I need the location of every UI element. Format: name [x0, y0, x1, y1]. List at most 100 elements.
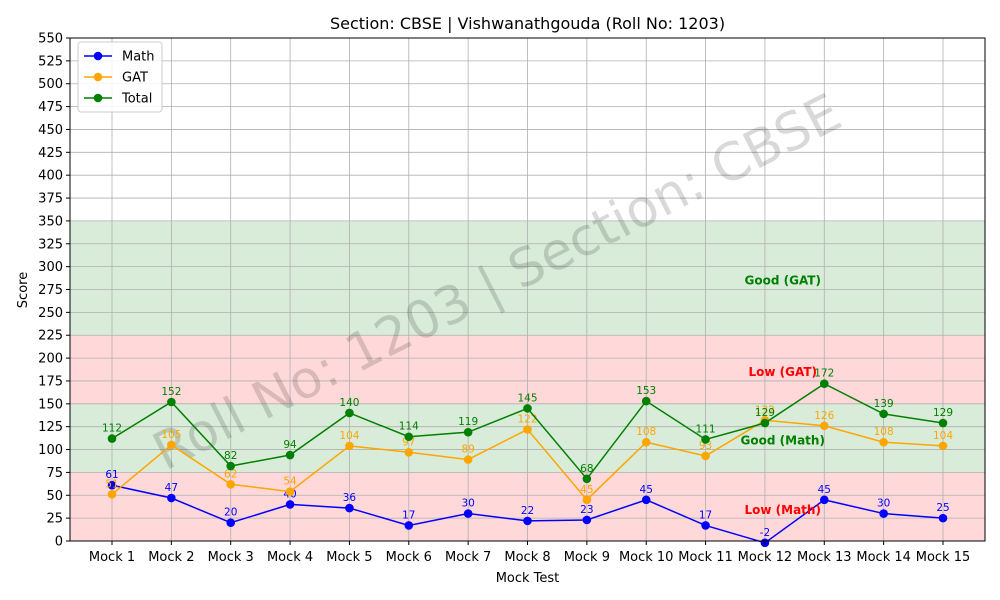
- x-tick-label: Mock 9: [564, 550, 610, 565]
- x-tick-label: Mock 11: [678, 550, 733, 565]
- x-tick-label: Mock 10: [619, 550, 674, 565]
- gat-value-label: 108: [874, 426, 894, 438]
- math-point: [167, 493, 176, 503]
- gat-value-label: 54: [283, 476, 297, 488]
- y-tick-label: 450: [38, 123, 63, 138]
- total-value-label: 119: [458, 416, 478, 428]
- series-layer: 6147204036173022234517-24530255110562541…: [102, 368, 953, 548]
- gat-value-label: 105: [161, 429, 181, 441]
- y-tick-label: 350: [38, 214, 63, 229]
- y-tick-label: 325: [38, 237, 63, 252]
- gat-value-label: 62: [224, 468, 237, 480]
- y-tick-label: 375: [38, 192, 63, 207]
- total-point: [641, 396, 651, 406]
- zone-label: Low (Math): [745, 503, 821, 517]
- gat-point: [701, 451, 710, 461]
- legend-gat-label: GAT: [122, 71, 148, 86]
- y-tick-label: 75: [46, 466, 63, 481]
- total-point: [879, 409, 888, 419]
- math-point: [641, 495, 651, 505]
- math-value-label: 47: [165, 482, 178, 494]
- x-axis-label: Mock Test: [496, 571, 560, 586]
- total-point: [167, 397, 176, 407]
- total-point: [819, 379, 829, 388]
- zone-label: Low (GAT): [748, 365, 817, 379]
- total-value-label: 153: [636, 385, 656, 397]
- x-tick-label: Mock 14: [856, 550, 911, 565]
- x-tick-label: Mock 3: [208, 550, 254, 565]
- y-tick-label: 500: [38, 77, 63, 92]
- total-point: [345, 408, 354, 418]
- math-value-label: 30: [461, 498, 474, 510]
- math-point: [582, 515, 592, 525]
- x-axis: Mock 1 Mock 2 Mock 3 Mock 4 Mock 5 Mock 6 Mock…: [89, 541, 970, 565]
- math-value-label: 45: [818, 484, 831, 496]
- gat-point: [285, 487, 295, 496]
- total-value-label: 94: [283, 439, 297, 451]
- math-point: [879, 509, 888, 518]
- total-point: [938, 418, 948, 428]
- total-value-label: 172: [814, 368, 834, 380]
- gat-value-label: 104: [933, 430, 953, 442]
- total-value-label: 111: [696, 423, 716, 435]
- math-point: [523, 516, 532, 526]
- math-point: [463, 509, 473, 518]
- zone-label: Good (GAT): [745, 273, 821, 287]
- gat-point: [582, 495, 592, 505]
- gat-value-label: 104: [339, 430, 359, 442]
- x-tick-label: Mock 13: [797, 550, 852, 565]
- y-tick-label: 150: [38, 397, 63, 412]
- y-tick-label: 300: [38, 260, 63, 275]
- y-tick-label: 25: [46, 512, 63, 527]
- y-tick-label: 550: [38, 32, 63, 47]
- total-value-label: 129: [933, 407, 953, 419]
- math-value-label: 25: [936, 502, 949, 514]
- math-point: [345, 503, 354, 513]
- gat-point: [641, 437, 651, 447]
- total-point: [404, 432, 414, 442]
- x-tick-label: Mock 6: [386, 550, 432, 565]
- y-tick-label: 425: [38, 146, 63, 161]
- math-point: [107, 480, 117, 490]
- math-value-label: 61: [105, 469, 118, 481]
- gat-value-label: 108: [636, 426, 656, 438]
- gat-point: [879, 437, 888, 447]
- math-value-label: 22: [521, 505, 534, 517]
- gat-point: [404, 447, 414, 457]
- y-tick-label: 175: [38, 374, 63, 389]
- total-value-label: 112: [102, 423, 122, 435]
- y-tick-label: 400: [38, 169, 63, 184]
- chart-title: Section: CBSE | Vishwanathgouda (Roll No…: [330, 14, 725, 33]
- total-point: [285, 450, 295, 460]
- math-value-label: 23: [580, 504, 593, 516]
- total-point: [701, 435, 710, 444]
- legend-gat-marker: [93, 72, 103, 82]
- math-point: [285, 500, 295, 509]
- total-point: [582, 474, 592, 484]
- total-point: [760, 418, 770, 428]
- total-value-label: 152: [161, 386, 181, 398]
- math-value-label: 30: [877, 498, 890, 510]
- legend: Math GAT Total: [77, 41, 163, 113]
- y-tick-label: 50: [46, 489, 63, 504]
- gat-point: [463, 455, 473, 464]
- legend-total-marker: [93, 93, 103, 103]
- y-tick-label: 0: [55, 535, 63, 550]
- x-tick-label: Mock 5: [326, 550, 372, 565]
- math-point: [701, 521, 710, 530]
- y-tick-label: 225: [38, 329, 63, 344]
- math-point: [404, 521, 414, 530]
- gat-point: [345, 441, 354, 451]
- math-value-label: 20: [224, 507, 237, 519]
- y-tick-label: 100: [38, 443, 63, 458]
- math-point: [819, 495, 829, 505]
- gat-value-label: 51: [105, 478, 118, 490]
- gat-point: [167, 440, 176, 450]
- y-tick-label: 275: [38, 283, 63, 298]
- total-value-label: 82: [224, 450, 237, 462]
- gat-value-label: 126: [814, 410, 834, 422]
- gat-point: [226, 479, 236, 489]
- total-value-label: 129: [755, 407, 775, 419]
- y-axis: 0 25 50 75 100 125 150 175 200 225 250 275 300 325 350…: [38, 32, 70, 550]
